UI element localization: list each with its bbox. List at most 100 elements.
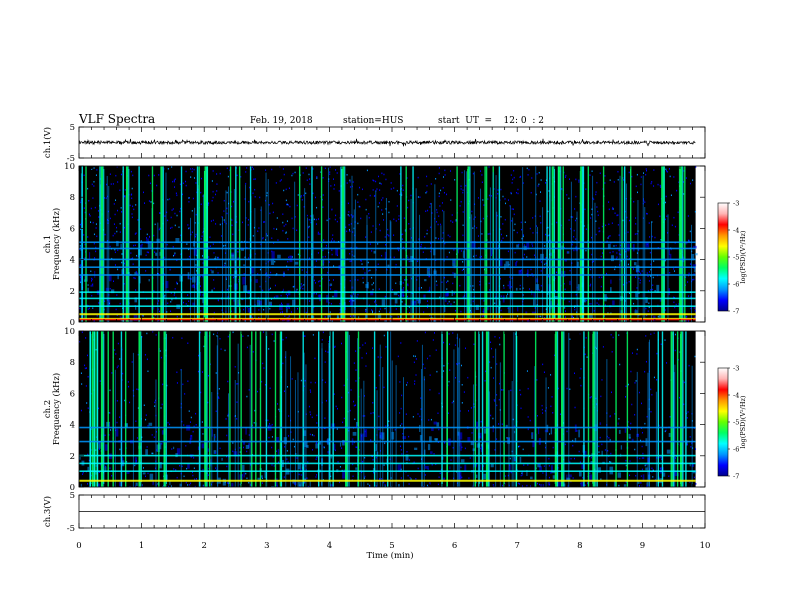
spectrogram-ch2-speckle [218,388,220,390]
spectrogram-ch1-speckle [193,168,195,171]
spectrogram-ch1-speckle [270,303,272,306]
spectrogram-ch2-burst [390,331,392,487]
spectrogram-ch1-speckle [522,257,524,259]
spectrogram-ch2-speckle [642,452,644,455]
spectrogram-ch2-speckle [383,481,385,484]
spectrogram-ch2-speckle [485,370,487,373]
spectrogram-ch1-speckle [520,221,522,224]
spectrogram-ch1-speckle [332,279,334,281]
spectrogram-ch2-speckle [147,370,149,373]
spectrogram-ch2-speckle [88,486,90,487]
spectrogram-ch1-speckle [92,307,94,309]
spectrogram-ch2-speckle [517,445,519,448]
spectrogram-ch2-speckle [170,485,172,487]
spectrogram-ch1-speckle [395,308,397,310]
spectrogram-ch2-speckle [336,428,338,430]
spectrogram-ch2-speckle [409,459,411,461]
spectrogram-ch1-speckle [348,224,350,226]
spectrogram-ch1-speckle [83,207,85,209]
spectrogram-ch1-speckle [242,221,244,224]
spectrogram-ch2-speckle [599,436,601,439]
spectrogram-ch1-speckle [223,199,225,202]
spectrogram-ch1-speckle [306,271,308,273]
spectrogram-ch2-speckle [399,412,401,414]
spectrogram-ch1-speckle [130,194,132,196]
spectrogram-ch2-speckle [109,467,111,469]
spectrogram-ch1-speckle [195,264,197,266]
spectrogram-ch1-speckle [313,279,315,282]
spectrogram-ch2-noise [271,486,275,487]
spectrogram-ch2-speckle [420,408,422,410]
spectrogram-ch1-speckle [487,233,489,235]
spectrogram-ch2-speckle [378,374,380,377]
spectrogram-ch1-speckle [516,260,518,263]
spectrogram-ch2-speckle [370,412,372,415]
spectrogram-ch1-speckle [362,281,364,284]
spectrogram-ch2-speckle [635,475,637,477]
spectrogram-ch2-noise [597,467,602,473]
spectrogram-ch2-speckle [475,481,477,484]
spectrogram-ch2-noise [231,482,234,487]
spectrogram-ch1-burst [522,167,524,322]
spectrogram-ch1-noise [148,279,150,282]
spectrogram-ch1-speckle [501,239,503,242]
spectrogram-ch1-noise [270,259,275,265]
spectrogram-ch2-speckle [520,393,522,396]
spectrogram-ch1-speckle [104,197,106,199]
spectrogram-ch1-speckle [84,211,86,214]
spectrogram-ch1-speckle [607,312,609,314]
spectrogram-ch2-speckle [87,483,89,485]
spectrogram-ch1-speckle [611,222,613,224]
spectrogram-ch1-speckle [133,244,135,247]
spectrogram-ch2-speckle [334,449,336,452]
spectrogram-ch1-burst [157,222,159,322]
spectrogram-ch1-speckle [237,257,239,259]
spectrogram-ch2-speckle [519,445,521,448]
spectrogram-ch1-speckle [591,170,593,172]
spectrogram-ch1-speckle [436,284,438,286]
spectrogram-ch2-speckle [362,460,364,463]
waveform-ch1-ytick-label: -5 [67,154,75,164]
spectrogram-ch2-speckle [128,385,130,388]
spectrogram-ch2-burst [596,331,598,487]
spectrogram-ch2-speckle [384,483,386,486]
spectrogram-ch2-noise [624,427,627,433]
spectrogram-ch2-speckle [189,421,191,423]
spectrogram-ch2-speckle [523,464,525,466]
spectrogram-ch1-speckle [564,307,566,309]
spectrogram-ch1-speckle [383,173,385,176]
spectrogram-ch2-speckle [181,465,183,468]
spectrogram-ch1-speckle [429,203,431,205]
spectrogram-ch2-speckle [224,481,226,483]
spectrogram-ch1-speckle [530,191,532,194]
spectrogram-ch1-speckle [640,176,642,178]
spectrogram-ch1-speckle [348,215,350,217]
spectrogram-ch1-burst [151,166,154,322]
spectrogram-ch1-speckle [391,288,393,291]
spectrogram-ch2-speckle [484,380,486,382]
spectrogram-ch1-speckle [490,254,492,256]
spectrogram-ch2-noise [550,427,553,435]
spectrogram-ch1-burst [485,166,488,322]
spectrogram-ch1-speckle [455,309,457,312]
spectrogram-ch1-speckle [452,282,454,285]
spectrogram-ch2-speckle [316,414,318,417]
spectrogram-ch1-speckle [369,269,371,272]
spectrogram-ch2-speckle [312,334,314,336]
spectrogram-ch1-speckle [482,199,484,201]
spectrogram-ch1-speckle [647,290,649,292]
spectrogram-ch1-speckle [329,218,331,220]
spectrogram-ch2-colorbar-tick-label: -7 [733,472,739,480]
spectrogram-ch2-speckle [87,376,89,378]
spectrogram-ch2-speckle [98,442,100,444]
spectrogram-ch2-speckle [674,333,676,336]
spectrogram-ch2-speckle [451,401,453,404]
spectrogram-ch2-speckle [380,356,382,359]
spectrogram-ch1-speckle [472,227,474,229]
spectrogram-ch2-speckle [315,476,317,478]
spectrogram-ch2-speckle [277,403,279,405]
spectrogram-ch1-speckle [96,169,98,171]
spectrogram-ch2-speckle [551,396,553,398]
spectrogram-ch2-burst [217,335,219,487]
spectrogram-ch1-speckle [349,186,351,188]
